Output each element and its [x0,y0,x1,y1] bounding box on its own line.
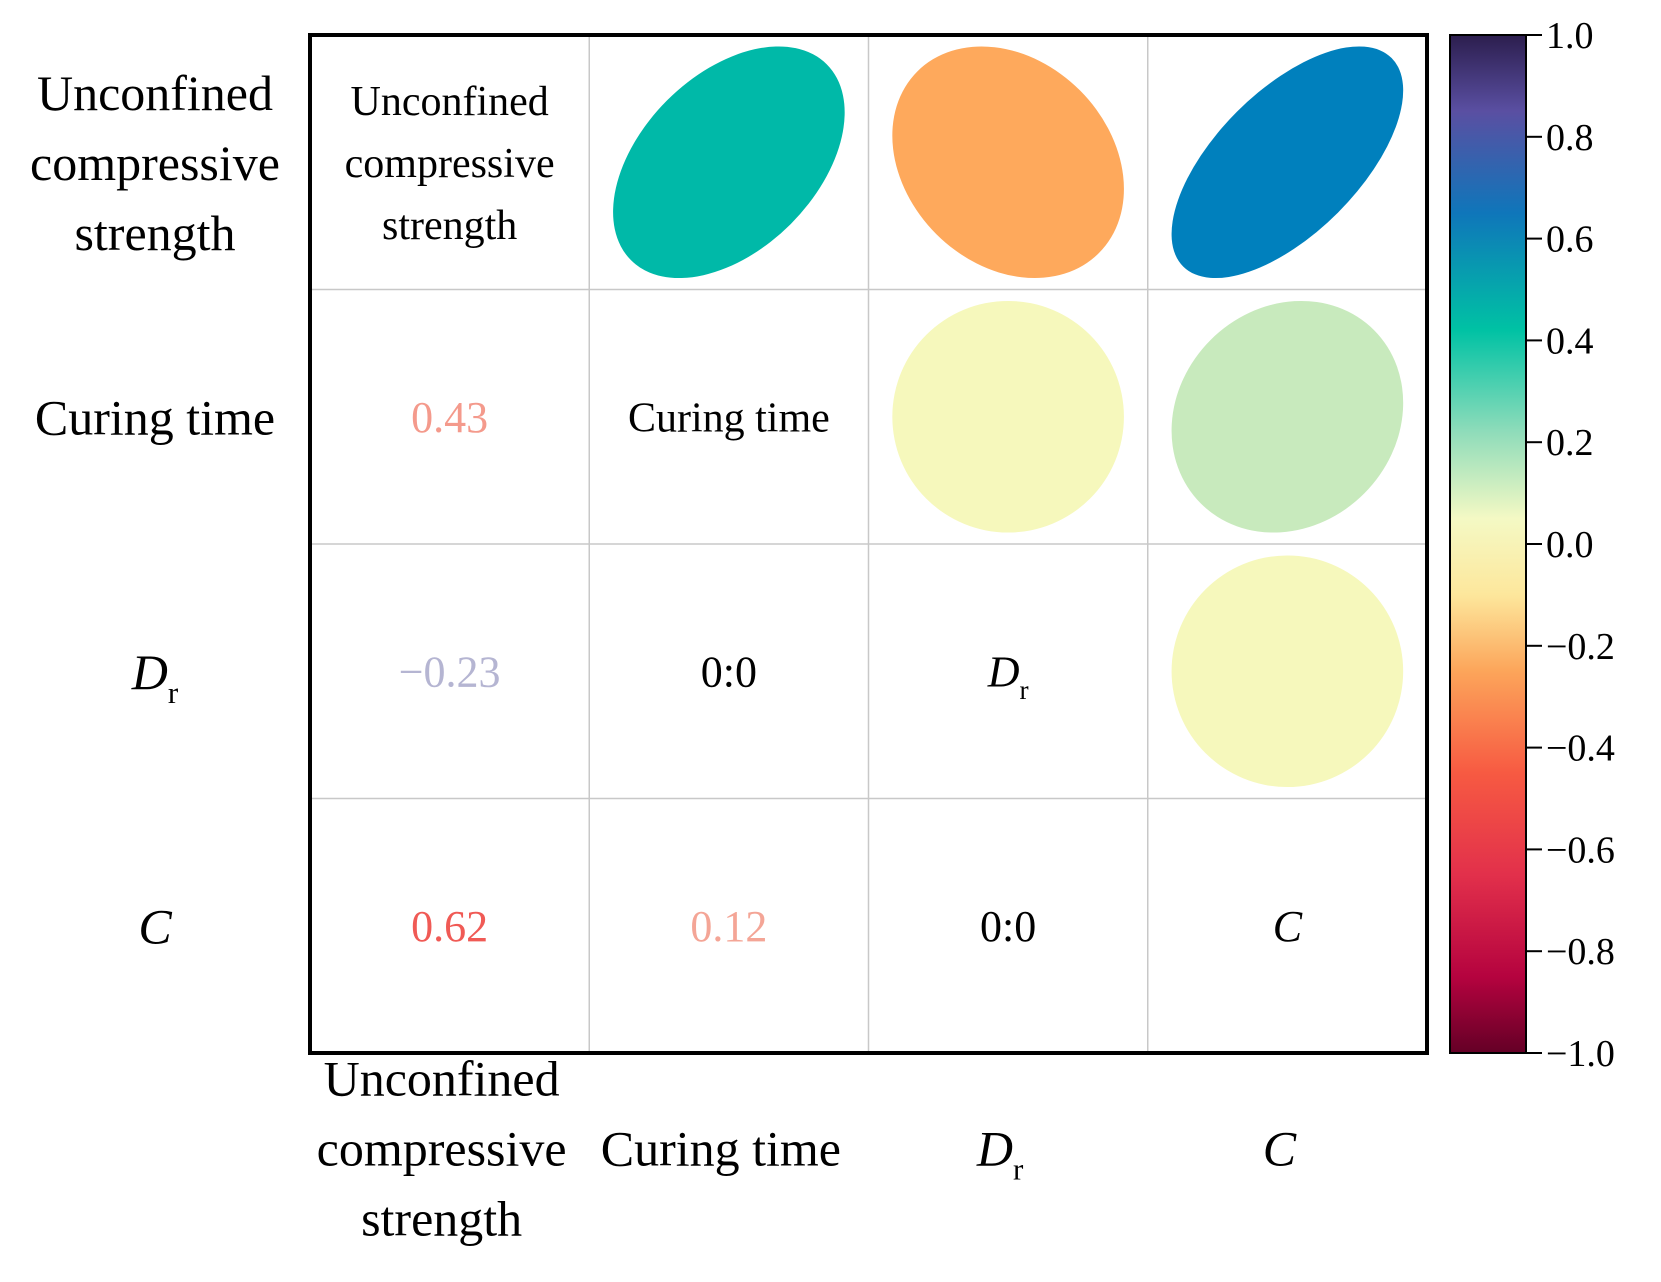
correlation-ellipse [892,46,1124,279]
diagonal-label: Dr [987,648,1029,705]
colorbar-tick-label: −0.2 [1546,626,1615,668]
colorbar-tick-label: 0.0 [1546,524,1594,566]
correlation-value: 0:0 [980,902,1036,951]
matrix-cells: Unconfined compressive strength Curing time… [345,46,1404,951]
colorbar-tick-label: −0.8 [1546,931,1615,973]
matrix-frame [308,33,1429,1055]
row-label: C [138,898,172,954]
correlation-value: 0.43 [411,393,488,442]
correlation-ellipse [1171,300,1404,533]
correlation-value: 0:0 [701,647,757,696]
column-label: Dr [976,1121,1024,1187]
column-label: Curing time [601,1121,841,1177]
correlation-value: 0.62 [411,902,488,951]
row-label: Dr [131,644,179,710]
axis-labels: Unconfined compressive strength Unconfined c… [30,65,1297,1247]
diagonal-label: Unconfined compressive strength [345,79,555,249]
correlation-ellipse [892,300,1124,533]
diagonal-label: C [1273,902,1303,951]
correlation-ellipse [1171,555,1404,788]
correlation-ellipse [613,46,845,279]
colorbar-tick-label: −0.4 [1546,728,1615,770]
colorbar: 1.0 0.8 0.6 0.4 0.2 0.0 −0.2 −0.4 −0.6 −0.8 −1.0 [1449,15,1615,1075]
colorbar-gradient [1449,34,1527,1054]
row-label: Curing time [35,389,275,445]
colorbar-tick-label: 1.0 [1546,15,1594,57]
colorbar-tick-label: −1.0 [1546,1033,1615,1075]
correlation-value: −0.23 [399,647,501,696]
correlation-ellipse [1171,46,1404,279]
correlation-value: 0.12 [690,902,767,951]
colorbar-tick-label: 0.6 [1546,219,1594,261]
colorbar-tick-label: 0.8 [1546,117,1594,159]
row-label: Unconfined compressive strength [30,65,280,261]
colorbar-tick-label: −0.6 [1546,829,1615,871]
column-label: Unconfined compressive strength [317,1051,567,1247]
colorbar-tick-label: 0.2 [1546,422,1594,464]
column-label: C [1263,1121,1297,1177]
diagonal-label: Curing time [628,395,830,441]
grid-lines [310,35,1427,1053]
colorbar-tick-label: 0.4 [1546,320,1594,362]
